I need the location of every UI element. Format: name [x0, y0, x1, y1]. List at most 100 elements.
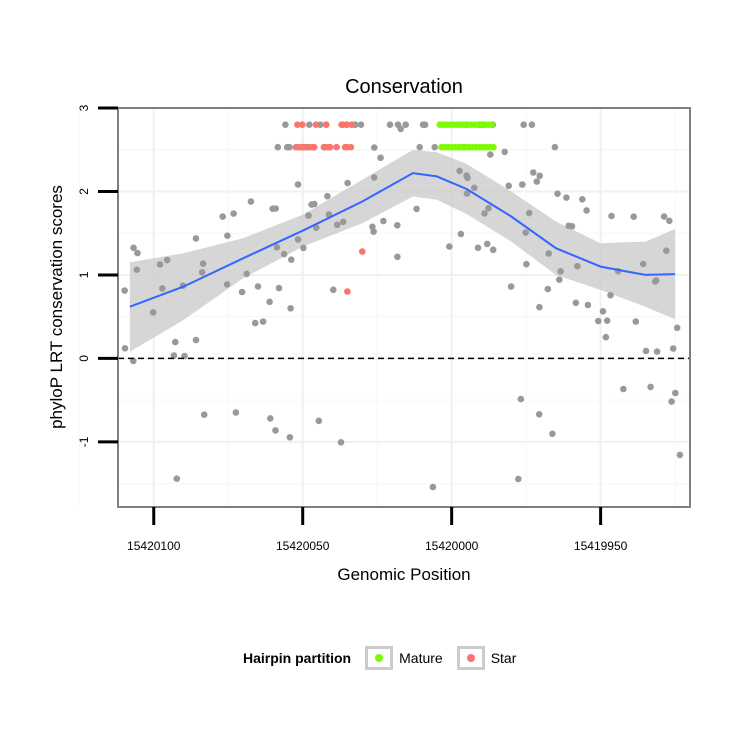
point-other	[300, 244, 307, 252]
point-other	[192, 235, 200, 242]
point-other	[170, 352, 178, 359]
point-other	[294, 236, 302, 243]
point-other	[599, 308, 607, 315]
point-other	[639, 260, 647, 268]
point-other	[431, 143, 439, 151]
point-other	[607, 291, 614, 299]
point-other	[660, 213, 668, 220]
point-other	[275, 284, 283, 292]
point-other	[370, 228, 377, 235]
point-other	[602, 333, 610, 341]
point-other	[544, 285, 552, 293]
y-tick-label: 1	[77, 271, 91, 278]
point-other	[533, 178, 541, 185]
point-other	[247, 198, 255, 205]
point-other	[517, 395, 525, 403]
legend-dot-star	[466, 654, 475, 662]
smooth-line	[129, 172, 676, 308]
legend: Hairpin partition Mature Star	[243, 644, 530, 672]
point-other	[474, 244, 482, 252]
point-other	[556, 276, 563, 284]
point-other	[487, 151, 494, 158]
point-other	[306, 121, 313, 128]
point-other	[294, 181, 302, 188]
point-other	[652, 277, 660, 284]
point-other	[421, 121, 429, 128]
y-tick-label: 2	[77, 188, 91, 195]
point-other	[653, 348, 661, 355]
legend-title: Hairpin partition	[243, 650, 352, 666]
point-other	[446, 243, 453, 250]
point-other	[230, 210, 237, 217]
point-other	[219, 213, 226, 220]
point-other	[672, 389, 679, 397]
point-other	[545, 250, 552, 257]
point-star	[299, 143, 306, 151]
point-other	[568, 223, 576, 230]
point-other	[266, 298, 273, 306]
point-other	[676, 451, 684, 459]
point-other	[463, 172, 470, 179]
point-other	[198, 269, 206, 276]
point-other	[288, 256, 295, 264]
point-other	[608, 212, 615, 220]
x-tick-label: 15419950	[574, 539, 628, 553]
point-other	[501, 148, 509, 156]
point-other	[243, 270, 250, 278]
point-other	[313, 224, 320, 231]
point-other	[551, 143, 559, 151]
point-other	[272, 427, 279, 434]
point-other	[483, 240, 491, 248]
point-other	[159, 285, 166, 292]
legend-key-mature	[365, 646, 394, 670]
point-other	[530, 169, 537, 176]
y-tick-label: 3	[77, 104, 91, 111]
point-other	[200, 411, 208, 419]
point-other	[471, 184, 478, 192]
point-other	[572, 299, 580, 307]
x-tick-label: 15420100	[127, 539, 181, 553]
point-other	[357, 121, 365, 128]
x-axis-label: Genomic Position	[337, 565, 470, 584]
point-other	[172, 338, 179, 346]
point-other	[286, 143, 293, 151]
point-star	[333, 143, 340, 151]
point-star	[343, 143, 351, 151]
point-other	[305, 212, 312, 219]
point-other	[163, 256, 171, 264]
point-other	[380, 217, 387, 225]
point-other	[377, 154, 384, 162]
point-other	[519, 181, 526, 188]
point-other	[663, 247, 670, 254]
point-other	[311, 200, 318, 208]
point-other	[669, 345, 677, 352]
point-other	[371, 144, 378, 151]
point-star	[359, 248, 366, 255]
point-other	[254, 283, 262, 290]
point-other	[632, 318, 640, 325]
point-other	[273, 244, 281, 251]
point-other	[333, 221, 341, 229]
y-tick-label: -1	[77, 436, 91, 447]
point-other	[429, 483, 437, 491]
point-other	[286, 434, 294, 441]
point-other	[282, 121, 289, 128]
point-other	[507, 283, 515, 290]
point-other	[620, 385, 627, 393]
legend-key-star	[456, 646, 485, 670]
point-other	[457, 230, 465, 238]
point-other	[515, 475, 522, 483]
point-other	[525, 209, 533, 217]
point-other	[584, 301, 592, 309]
point-other	[269, 205, 277, 212]
legend-dot-mature	[375, 654, 384, 662]
point-other	[130, 357, 137, 365]
point-other	[416, 143, 424, 151]
point-mature	[488, 121, 495, 128]
point-other	[315, 417, 323, 425]
point-other	[402, 121, 410, 128]
point-other	[173, 475, 181, 483]
point-other	[280, 250, 288, 258]
point-other	[238, 288, 246, 296]
